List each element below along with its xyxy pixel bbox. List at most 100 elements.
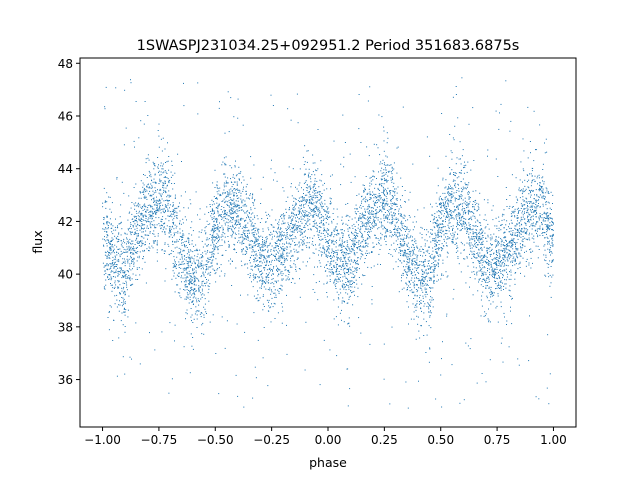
- data-point: [328, 255, 329, 256]
- data-point: [271, 262, 272, 263]
- data-point: [243, 199, 244, 200]
- data-point: [125, 275, 126, 276]
- data-point: [503, 289, 504, 290]
- data-point: [479, 263, 480, 264]
- data-point: [192, 263, 193, 264]
- data-point: [548, 273, 549, 274]
- data-point: [268, 282, 269, 283]
- data-point: [287, 236, 288, 237]
- data-point: [310, 210, 311, 211]
- data-point: [115, 230, 116, 231]
- data-point: [168, 203, 169, 204]
- data-point: [286, 295, 287, 296]
- data-point: [161, 139, 162, 140]
- data-point: [401, 221, 402, 222]
- data-point: [461, 198, 462, 199]
- data-point: [493, 205, 494, 206]
- data-point: [243, 176, 244, 177]
- data-point: [403, 239, 404, 240]
- data-point: [304, 239, 305, 240]
- data-point: [382, 234, 383, 235]
- data-point: [367, 209, 368, 210]
- data-point: [455, 244, 456, 245]
- data-point: [515, 248, 516, 249]
- data-point: [233, 227, 234, 228]
- data-point: [494, 225, 495, 226]
- data-point: [328, 208, 329, 209]
- data-point: [148, 212, 149, 213]
- data-point: [212, 239, 213, 240]
- data-point: [446, 208, 447, 209]
- data-point: [519, 188, 520, 189]
- data-point: [232, 219, 233, 220]
- data-point: [537, 229, 538, 230]
- data-point: [173, 218, 174, 219]
- data-point: [371, 181, 372, 182]
- data-point: [504, 279, 505, 280]
- data-point: [373, 214, 374, 215]
- data-point: [445, 179, 446, 180]
- data-point: [289, 207, 290, 208]
- data-point: [202, 293, 203, 294]
- data-point: [188, 298, 189, 299]
- data-point: [275, 295, 276, 296]
- data-point: [462, 189, 463, 190]
- data-point: [139, 211, 140, 212]
- data-point: [287, 108, 288, 109]
- data-point: [319, 212, 320, 213]
- data-point: [201, 312, 202, 313]
- data-point: [408, 295, 409, 296]
- data-point: [124, 252, 125, 253]
- data-point: [291, 183, 292, 184]
- data-point: [164, 251, 165, 252]
- data-point: [325, 211, 326, 212]
- data-point: [425, 277, 426, 278]
- data-point: [409, 247, 410, 248]
- data-point: [259, 271, 260, 272]
- data-point: [474, 274, 475, 275]
- data-point: [449, 211, 450, 212]
- data-point: [367, 194, 368, 195]
- data-point: [116, 179, 117, 180]
- data-point: [240, 171, 241, 172]
- data-point: [356, 205, 357, 206]
- data-point: [113, 251, 114, 252]
- data-point: [482, 306, 483, 307]
- data-point: [254, 296, 255, 297]
- data-point: [123, 302, 124, 303]
- data-point: [412, 261, 413, 262]
- data-point: [465, 219, 466, 220]
- data-point: [237, 396, 238, 397]
- data-point: [278, 291, 279, 292]
- data-point: [363, 206, 364, 207]
- data-point: [131, 252, 132, 253]
- data-point: [406, 277, 407, 278]
- data-point: [446, 243, 447, 244]
- data-point: [319, 223, 320, 224]
- data-point: [492, 238, 493, 239]
- data-point: [337, 233, 338, 234]
- data-point: [243, 211, 244, 212]
- data-point: [426, 229, 427, 230]
- data-point: [466, 205, 467, 206]
- data-point: [194, 293, 195, 294]
- data-point: [476, 242, 477, 243]
- data-point: [246, 191, 247, 192]
- data-point: [176, 257, 177, 258]
- data-point: [299, 268, 300, 269]
- data-point: [486, 288, 487, 289]
- data-point: [495, 281, 496, 282]
- data-point: [532, 203, 533, 204]
- data-point: [347, 369, 348, 370]
- data-point: [313, 289, 314, 290]
- data-point: [531, 185, 532, 186]
- data-point: [424, 306, 425, 307]
- data-point: [502, 241, 503, 242]
- data-point: [329, 253, 330, 254]
- data-point: [103, 263, 104, 264]
- data-point: [528, 180, 529, 181]
- data-point: [473, 246, 474, 247]
- data-point: [164, 208, 165, 209]
- data-point: [500, 281, 501, 282]
- data-point: [536, 212, 537, 213]
